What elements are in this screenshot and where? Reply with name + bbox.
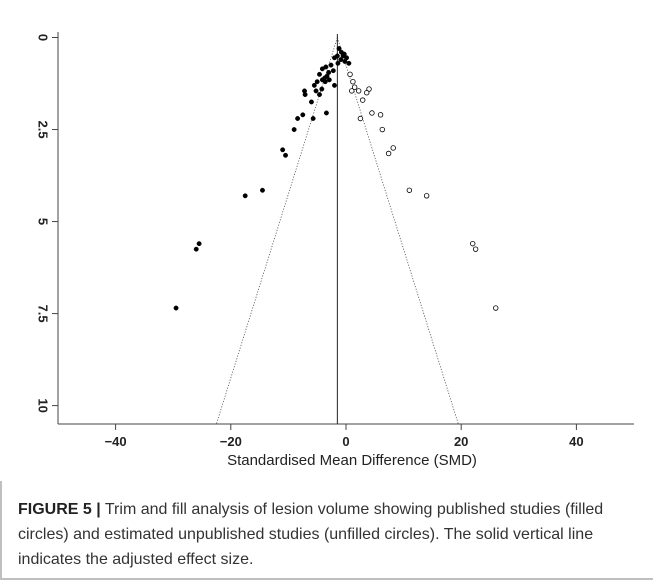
published-study-point	[311, 82, 317, 88]
published-study-point	[295, 116, 301, 121]
imputed-study-point	[423, 193, 430, 199]
published-study-point	[342, 58, 348, 64]
published-study-point	[332, 82, 337, 88]
funnel-limit-right	[336, 37, 459, 425]
published-study-point	[310, 116, 316, 121]
axes	[57, 32, 634, 425]
published-study-point	[242, 193, 248, 199]
imputed-study-point	[470, 240, 476, 247]
published-study-point	[338, 57, 344, 63]
published-study-point	[260, 187, 265, 193]
x-tick-label: −20	[220, 434, 242, 449]
published-study-point	[340, 53, 346, 59]
imputed-study-point	[406, 187, 413, 193]
imputed-study-point	[390, 145, 396, 151]
imputed-study-point	[357, 115, 364, 122]
published-study-point	[308, 99, 314, 105]
published-study-point	[193, 246, 199, 252]
published-study-point	[173, 305, 179, 311]
published-study-point	[335, 60, 341, 66]
funnel-limits	[216, 37, 459, 425]
x-ticks: −40 −20 0 20 40	[105, 424, 584, 449]
published-study-point	[317, 92, 322, 98]
imputed-study-point	[349, 88, 355, 94]
x-tick-label: 0	[342, 434, 349, 449]
caption-frame	[0, 481, 653, 580]
imputed-study-point	[472, 246, 479, 252]
y-tick-label: 10	[36, 398, 51, 412]
imputed-study-point	[369, 110, 375, 116]
y-tick-label: 0	[36, 34, 51, 41]
y-tick-label: 2.5	[36, 121, 51, 139]
figure-label: FIGURE 5 |	[18, 501, 101, 518]
published-study-point	[326, 77, 332, 83]
caption-text: Trim and fill analysis of lesion volume …	[18, 501, 604, 568]
published-study-point	[330, 68, 336, 74]
y-ticks: 0 2.5 5 7.5 10	[36, 34, 58, 413]
imputed-study-point	[364, 90, 370, 96]
imputed-study-point	[360, 97, 366, 103]
published-study-point	[319, 66, 325, 72]
published-study-point	[328, 62, 334, 68]
imputed-study-point	[347, 71, 353, 78]
imputed-study-point	[385, 150, 392, 157]
imputed-study-point	[493, 305, 499, 311]
published-study-point	[317, 71, 322, 77]
x-tick-label: −40	[105, 434, 127, 449]
published-study-point	[280, 147, 286, 153]
published-study-point	[319, 86, 325, 92]
imputed-study-point	[350, 78, 356, 85]
data-points	[173, 46, 499, 311]
imputed-study-point	[351, 84, 358, 90]
published-study-point	[336, 46, 342, 52]
funnel-plot: −40 −20 0 20 40 0 2.5 5 7.5 10 Standardised Mean…	[36, 32, 634, 469]
published-study-point	[332, 55, 337, 61]
published-study-point	[291, 127, 297, 132]
imputed-study-point	[377, 112, 384, 118]
figure-caption: FIGURE 5 | Trim and fill analysis of les…	[18, 497, 638, 572]
published-study-point	[302, 92, 308, 98]
y-tick-label: 7.5	[36, 305, 51, 323]
published-study-point	[283, 152, 288, 158]
x-tick-label: 20	[454, 434, 468, 449]
funnel-limit-left	[216, 37, 338, 425]
published-study-point	[196, 241, 202, 247]
x-tick-label: 40	[569, 434, 583, 449]
published-study-point	[314, 79, 320, 85]
y-tick-label: 5	[36, 218, 51, 225]
imputed-study-point	[355, 88, 362, 94]
published-study-point	[300, 112, 306, 118]
imputed-study-point	[379, 126, 385, 133]
published-study-point	[346, 60, 352, 66]
published-study-point	[313, 88, 319, 94]
x-axis-title: Standardised Mean Difference (SMD)	[227, 452, 477, 469]
published-study-point	[323, 110, 329, 116]
published-study-point	[322, 79, 328, 85]
